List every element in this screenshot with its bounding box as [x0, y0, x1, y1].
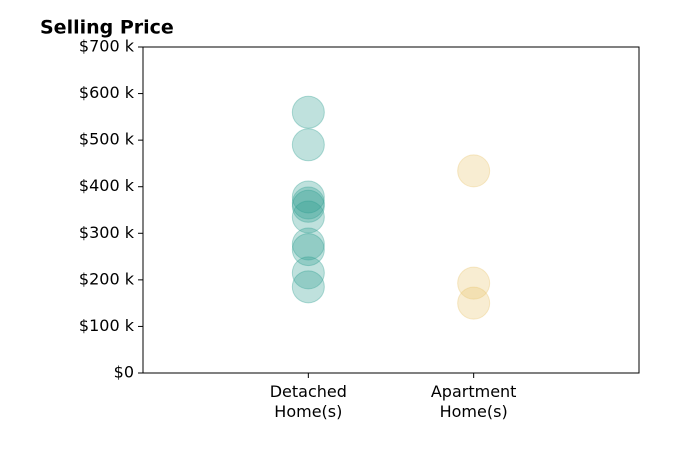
y-tick-label: $500 k: [79, 130, 135, 149]
x-tick-label: Apartment Home(s): [430, 382, 517, 421]
y-tick-label: $300 k: [79, 223, 135, 242]
y-tick-label: $200 k: [79, 269, 135, 288]
point: [291, 256, 325, 290]
point: [291, 180, 325, 214]
point: [457, 286, 491, 320]
point: [457, 266, 491, 300]
point: [291, 200, 325, 234]
point: [291, 95, 325, 129]
plot-frame: [142, 46, 640, 374]
point: [291, 233, 325, 267]
x-tick-label: Detached Home(s): [269, 382, 347, 421]
chart-title: Selling Price: [40, 17, 174, 39]
y-tick-label: $600 k: [79, 83, 135, 102]
y-tick-label: $100 k: [79, 316, 135, 335]
point: [457, 154, 491, 188]
y-tick-label: $400 k: [79, 176, 135, 195]
point: [291, 128, 325, 162]
point: [291, 270, 325, 304]
y-tick-label: $700 k: [79, 37, 135, 56]
y-tick-label: $0: [114, 363, 134, 382]
point: [291, 189, 325, 223]
point: [291, 186, 325, 220]
point: [291, 227, 325, 261]
